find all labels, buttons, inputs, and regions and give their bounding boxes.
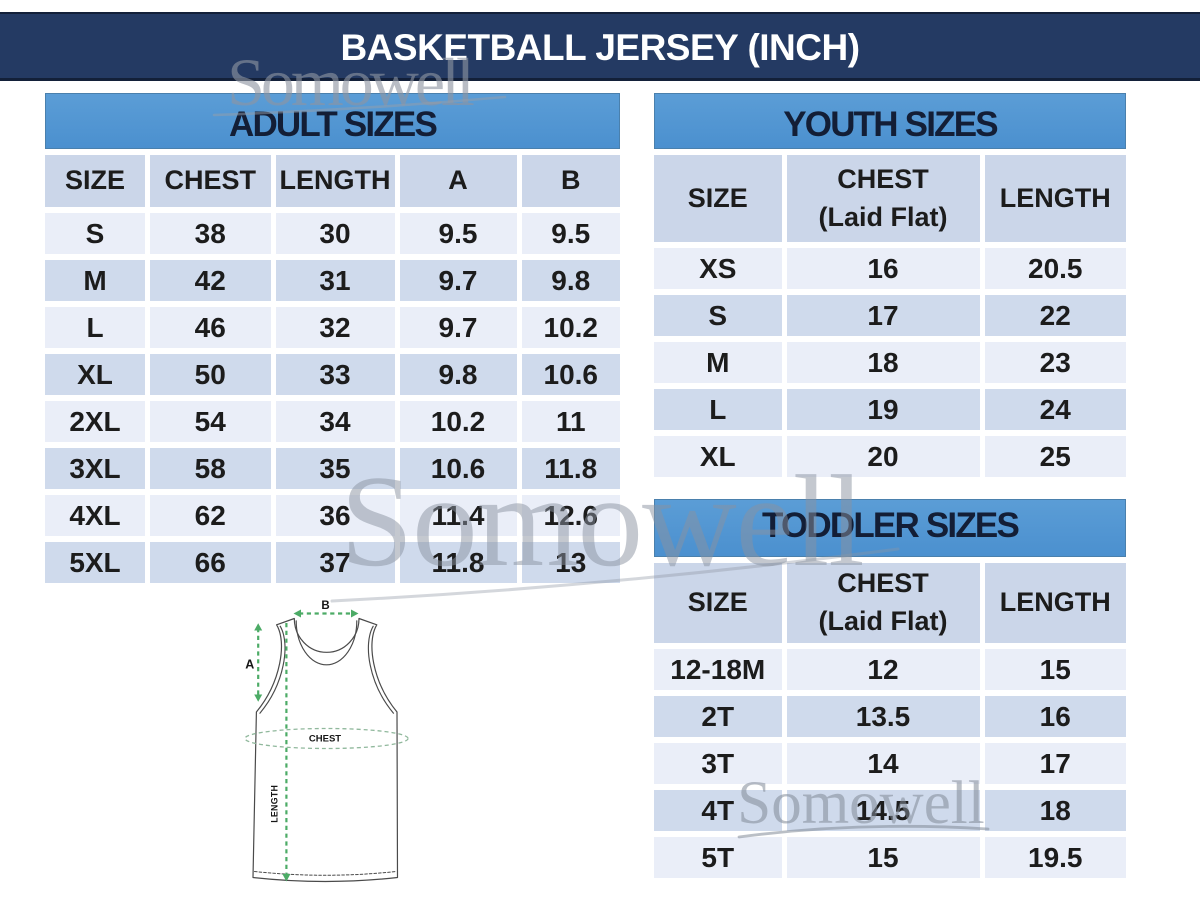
svg-text:LENGTH: LENGTH: [269, 785, 279, 823]
svg-text:CHEST: CHEST: [309, 734, 341, 745]
svg-text:A: A: [245, 658, 254, 672]
svg-text:Somowell: Somowell: [340, 449, 863, 594]
svg-text:B: B: [321, 600, 329, 612]
